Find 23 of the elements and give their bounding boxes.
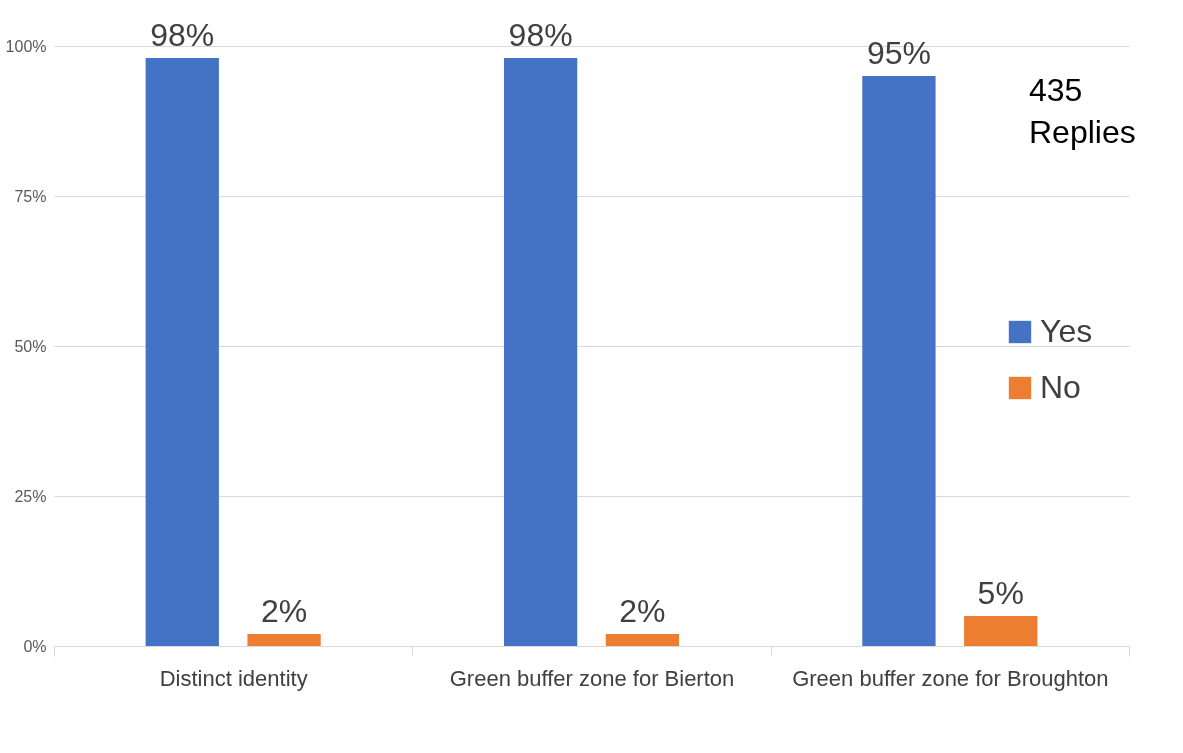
data-label: 2% xyxy=(260,593,308,629)
bar xyxy=(247,634,321,646)
legend-label: No xyxy=(1040,369,1081,405)
legend-label: Yes xyxy=(1040,313,1093,349)
data-label: 2% xyxy=(619,593,666,629)
y-tick-label: 0% xyxy=(23,637,47,655)
bar xyxy=(503,58,578,646)
y-tick-label: 50% xyxy=(14,337,47,355)
bar xyxy=(964,616,1038,646)
data-label: 98% xyxy=(508,17,573,53)
y-tick-label: 100% xyxy=(5,37,47,55)
x-tick-label: Green buffer zone for Broughton xyxy=(792,665,1109,691)
bar xyxy=(145,58,219,646)
data-label: 98% xyxy=(150,17,215,53)
bar xyxy=(605,634,680,646)
bar xyxy=(862,76,936,646)
data-label: 5% xyxy=(977,575,1024,611)
y-tick-label: 75% xyxy=(14,187,47,205)
x-tick-label: Green buffer zone for Bierton xyxy=(449,665,735,691)
annotation: 435 Replies xyxy=(1029,72,1136,150)
data-label: 95% xyxy=(866,35,931,71)
y-tick-label: 25% xyxy=(14,487,47,505)
x-tick-label: Distinct identity xyxy=(159,665,308,691)
